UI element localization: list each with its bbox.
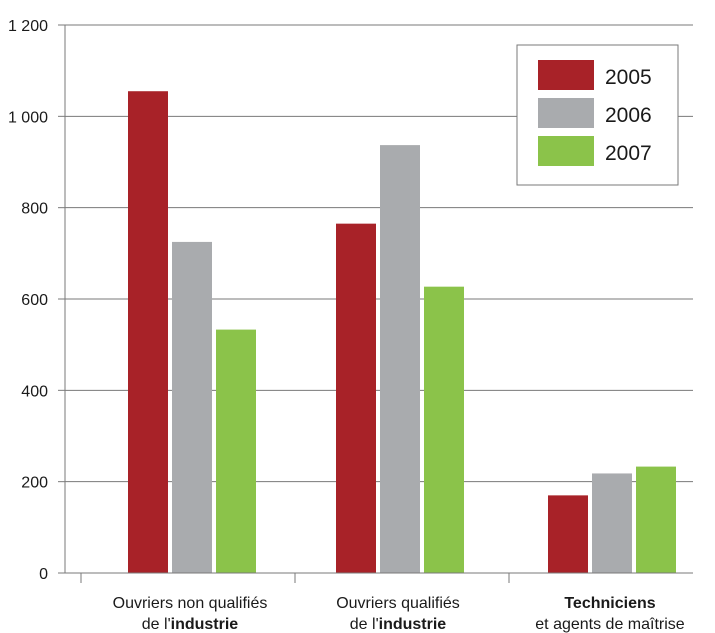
bar-2005-0 [128,91,168,573]
bar-2005-2 [548,495,588,573]
category-label-line1: Techniciens [564,595,655,612]
bar-2006-0 [172,241,212,573]
category-label-line2: et agents de maîtrise [535,616,685,633]
category-label-line1: Ouvriers non qualifiés [113,595,268,612]
gridlines [64,24,693,573]
bar-2006-2 [592,473,632,573]
category-labels: Ouvriers non qualifiés de l'industrie Ouvr… [113,595,685,633]
bars [128,91,676,573]
y-tick-label: 0 [39,566,48,583]
legend-label-2005: 2005 [605,66,652,89]
y-tick-label: 600 [21,292,48,309]
legend-swatch-2006 [538,98,594,128]
x-axis [65,572,693,583]
category-label-line1: Ouvriers qualifiés [336,595,460,612]
y-tick-label: 400 [21,383,48,400]
y-tick-label: 1 000 [8,109,48,126]
bar-2007-0 [216,329,256,573]
legend: 2005 2006 2007 [516,44,679,186]
legend-label-2007: 2007 [605,142,652,165]
bar-2006-1 [380,145,420,573]
legend-swatch-2007 [538,136,594,166]
y-tick-label: 800 [21,201,48,218]
category-label-line2: de l'industrie [142,616,239,633]
y-tick-label: 1 200 [8,18,48,35]
bar-2007-2 [636,466,676,573]
bar-2005-1 [336,223,376,573]
legend-label-2006: 2006 [605,104,652,127]
y-tick-label: 200 [21,475,48,492]
category-label-line2: de l'industrie [350,616,447,633]
legend-swatch-2005 [538,60,594,90]
bar-2007-1 [424,286,464,573]
y-axis-ticks: 0 200 400 600 800 1 000 1 200 [8,18,65,583]
